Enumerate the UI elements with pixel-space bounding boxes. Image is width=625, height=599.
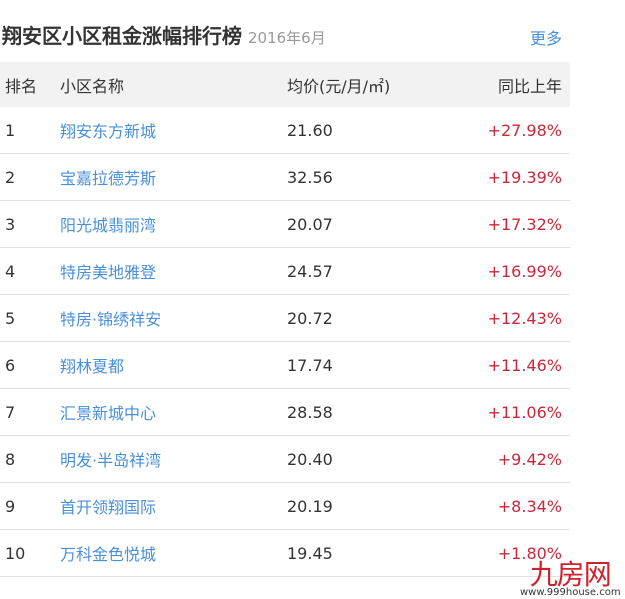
col-name: 小区名称 xyxy=(56,62,286,107)
table-row: 7 汇景新城中心 28.58 +11.06% xyxy=(0,388,570,436)
price-cell: 21.60 xyxy=(286,107,448,154)
table-row: 9 首开领翔国际 20.19 +8.34% xyxy=(0,482,570,530)
community-link[interactable]: 阳光城翡丽湾 xyxy=(56,200,286,248)
community-link[interactable]: 特房美地雅登 xyxy=(56,247,286,295)
rank-cell: 3 xyxy=(0,200,56,248)
change-cell: +12.43% xyxy=(448,294,570,342)
table-row: 5 特房·锦绣祥安 20.72 +12.43% xyxy=(0,294,570,342)
price-cell: 20.07 xyxy=(286,200,448,248)
community-link[interactable]: 宝嘉拉德芳斯 xyxy=(56,153,286,201)
change-cell: +1.80% xyxy=(448,529,570,577)
table-row: 8 明发·半岛祥湾 20.40 +9.42% xyxy=(0,435,570,483)
change-cell: +16.99% xyxy=(448,247,570,295)
rank-cell: 5 xyxy=(0,294,56,342)
table-header: 排名 小区名称 均价(元/月/㎡) 同比上年 xyxy=(0,62,570,107)
title-text: 翔安区小区租金涨幅排行榜 xyxy=(2,24,242,48)
price-cell: 28.58 xyxy=(286,388,448,436)
price-cell: 24.57 xyxy=(286,247,448,295)
price-cell: 32.56 xyxy=(286,153,448,201)
change-cell: +17.32% xyxy=(448,200,570,248)
rank-cell: 4 xyxy=(0,247,56,295)
rank-cell: 9 xyxy=(0,482,56,530)
col-rank: 排名 xyxy=(0,62,56,107)
community-link[interactable]: 特房·锦绣祥安 xyxy=(56,294,286,342)
date-label: 2016年6月 xyxy=(248,29,326,47)
change-cell: +27.98% xyxy=(448,107,570,154)
table-row: 10 万科金色悦城 19.45 +1.80% xyxy=(0,529,570,577)
community-link[interactable]: 万科金色悦城 xyxy=(56,529,286,577)
table-row: 4 特房美地雅登 24.57 +16.99% xyxy=(0,247,570,295)
price-cell: 20.19 xyxy=(286,482,448,530)
watermark-url: www.999house.com xyxy=(520,587,621,598)
table-row: 6 翔林夏都 17.74 +11.46% xyxy=(0,341,570,389)
col-price: 均价(元/月/㎡) xyxy=(286,62,448,107)
price-cell: 20.40 xyxy=(286,435,448,483)
rank-cell: 8 xyxy=(0,435,56,483)
table-row: 1 翔安东方新城 21.60 +27.98% xyxy=(0,107,570,154)
change-cell: +9.42% xyxy=(448,435,570,483)
price-cell: 17.74 xyxy=(286,341,448,389)
watermark: 九房网 www.999house.com xyxy=(520,558,621,599)
rank-cell: 6 xyxy=(0,341,56,389)
community-link[interactable]: 汇景新城中心 xyxy=(56,388,286,436)
watermark-logo: 九房网 xyxy=(529,558,612,591)
change-cell: +8.34% xyxy=(448,482,570,530)
community-link[interactable]: 翔安东方新城 xyxy=(56,107,286,154)
community-link[interactable]: 明发·半岛祥湾 xyxy=(56,435,286,483)
col-change: 同比上年 xyxy=(448,62,570,107)
ranking-table: 排名 小区名称 均价(元/月/㎡) 同比上年 1 翔安东方新城 21.60 +27.9… xyxy=(0,62,570,577)
community-link[interactable]: 首开领翔国际 xyxy=(56,482,286,530)
community-link[interactable]: 翔林夏都 xyxy=(56,341,286,389)
table-row: 2 宝嘉拉德芳斯 32.56 +19.39% xyxy=(0,153,570,201)
price-cell: 19.45 xyxy=(286,529,448,577)
more-link[interactable]: 更多 xyxy=(530,29,563,48)
rank-cell: 1 xyxy=(0,107,56,154)
rank-cell: 2 xyxy=(0,153,56,201)
table-row: 3 阳光城翡丽湾 20.07 +17.32% xyxy=(0,200,570,248)
rank-cell: 7 xyxy=(0,388,56,436)
price-cell: 20.72 xyxy=(286,294,448,342)
page-title: 翔安区小区租金涨幅排行榜 2016年6月 xyxy=(2,20,326,49)
rank-cell: 10 xyxy=(0,529,56,577)
change-cell: +11.06% xyxy=(448,388,570,436)
change-cell: +19.39% xyxy=(448,153,570,201)
change-cell: +11.46% xyxy=(448,341,570,389)
